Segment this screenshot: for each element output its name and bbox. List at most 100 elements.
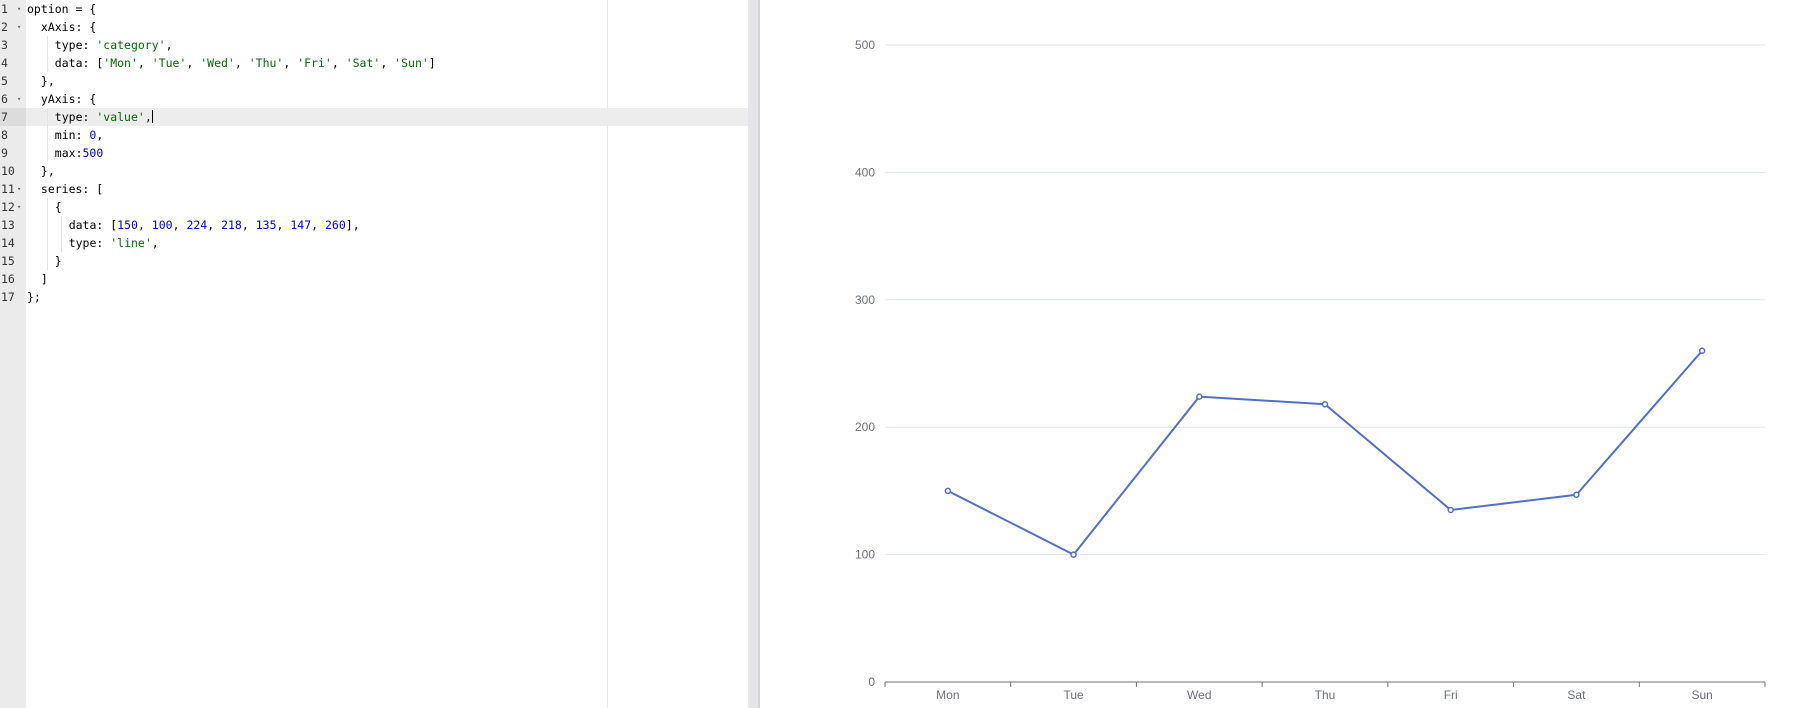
code-number: 135 <box>255 218 277 232</box>
series-line <box>947 350 1703 556</box>
line-number: 16 <box>1 272 15 286</box>
gutter-cell: 12 ▾ <box>0 198 26 216</box>
text-cursor <box>151 110 153 123</box>
code-token: data: [ <box>54 56 104 70</box>
pane-splitter-edge <box>758 0 760 708</box>
fold-toggle-icon[interactable]: ▾ <box>17 5 22 13</box>
fold-toggle-icon[interactable]: ▾ <box>17 95 22 103</box>
code-token: ] <box>428 56 436 70</box>
code-text: min: 0, <box>55 126 104 144</box>
code-line-16[interactable]: 16] <box>0 270 748 288</box>
code-line-7[interactable]: 7 type: 'value', <box>0 108 748 126</box>
code-line-13[interactable]: 13 data: [150, 100, 224, 218, 135, 147, 2… <box>0 216 748 234</box>
code-token: series: [ <box>40 182 104 196</box>
code-line-2[interactable]: 2 ▾ xAxis: { <box>0 18 748 36</box>
code-text: xAxis: { <box>41 18 96 36</box>
y-tick-label: 400 <box>855 165 875 179</box>
code-token: option = { <box>27 2 97 16</box>
x-tick-label: Wed <box>1187 688 1211 702</box>
line-number: 4 <box>1 56 8 70</box>
code-editor[interactable]: 1 ▾ option = {2 ▾ xAxis: { 3 type: 'category',… <box>0 0 748 708</box>
code-token: , <box>186 56 201 70</box>
line-number: 7 <box>1 110 8 124</box>
code-token: yAxis: { <box>40 92 97 106</box>
code-line-9[interactable]: 9 max:500 <box>0 144 748 162</box>
fold-toggle-icon[interactable]: ▾ <box>17 203 22 211</box>
data-point[interactable] <box>1573 491 1580 498</box>
code-line-3[interactable]: 3 type: 'category', <box>0 36 748 54</box>
code-token: { <box>54 200 62 214</box>
x-tick-label: Sat <box>1567 688 1586 702</box>
fold-toggle-icon[interactable]: ▾ <box>17 185 22 193</box>
code-token: , <box>144 110 152 124</box>
code-line-6[interactable]: 6 ▾ yAxis: { <box>0 90 748 108</box>
data-point[interactable] <box>1447 506 1454 514</box>
gutter-cell: 17 <box>0 288 26 306</box>
x-tick-label: Mon <box>936 688 959 702</box>
line-number: 14 <box>1 236 15 250</box>
code-token: , <box>234 56 249 70</box>
code-text: data: ['Mon', 'Tue', 'Wed', 'Thu', 'Fri'… <box>55 54 436 72</box>
pane-splitter[interactable] <box>748 0 760 708</box>
code-line-10[interactable]: 10}, <box>0 162 748 180</box>
code-line-12[interactable]: 12 ▾ { <box>0 198 748 216</box>
code-line-4[interactable]: 4 data: ['Mon', 'Tue', 'Wed', 'Thu', 'Fri… <box>0 54 748 72</box>
code-token: , <box>331 56 346 70</box>
code-text: } <box>55 252 62 270</box>
data-point[interactable] <box>1070 551 1077 558</box>
code-line-14[interactable]: 14 type: 'line', <box>0 234 748 252</box>
line-number: 17 <box>1 290 15 304</box>
code-text: data: [150, 100, 224, 218, 135, 147, 260… <box>69 216 360 234</box>
code-lines[interactable]: 1 ▾ option = {2 ▾ xAxis: { 3 type: 'category',… <box>0 0 748 306</box>
code-token: , <box>172 218 187 232</box>
code-text: ] <box>41 270 48 288</box>
code-line-17[interactable]: 17}; <box>0 288 748 306</box>
data-point[interactable] <box>944 487 952 495</box>
indent-guide <box>46 234 48 252</box>
code-number: 500 <box>82 146 104 160</box>
gutter-cell: 7 <box>0 108 26 126</box>
code-token: data: [ <box>68 218 118 232</box>
gutter-cell: 5 <box>0 72 26 90</box>
gutter-cell: 3 <box>0 36 26 54</box>
code-token: , <box>380 56 395 70</box>
code-string: 'Fri' <box>297 56 332 70</box>
code-number: 150 <box>117 218 138 232</box>
code-line-1[interactable]: 1 ▾ option = { <box>0 0 748 18</box>
y-tick-label: 500 <box>855 38 875 52</box>
code-text: type: 'category', <box>55 36 173 54</box>
code-string: 'Tue' <box>151 56 187 70</box>
data-point[interactable] <box>1321 401 1329 408</box>
code-token: , <box>311 218 325 232</box>
code-line-11[interactable]: 11 ▾ series: [ <box>0 180 748 198</box>
code-token: xAxis: { <box>40 20 97 34</box>
code-token: , <box>207 218 222 232</box>
gutter-cell: 8 <box>0 126 26 144</box>
indent-guide <box>46 108 48 126</box>
gutter-cell: 13 <box>0 216 26 234</box>
code-number: 218 <box>221 218 242 232</box>
gutter-cell: 10 <box>0 162 26 180</box>
code-line-15[interactable]: 15} <box>0 252 748 270</box>
code-text: type: 'line', <box>69 234 159 252</box>
chart-preview-pane: 0 100 200 300 400 500 Mon Tue Wed Thu Fri Sat Sun <box>760 0 1794 708</box>
line-number: 9 <box>1 146 8 160</box>
code-line-8[interactable]: 8 min: 0, <box>0 126 748 144</box>
data-point[interactable] <box>1196 393 1203 400</box>
line-number: 13 <box>1 218 15 232</box>
indent-guide <box>60 216 62 234</box>
data-point[interactable] <box>1698 347 1706 355</box>
code-number: 0 <box>89 128 97 142</box>
line-number: 1 <box>1 2 8 16</box>
gutter-cell: 4 <box>0 54 26 72</box>
code-line-5[interactable]: 5}, <box>0 72 748 90</box>
gutter-cell: 2 ▾ <box>0 18 26 36</box>
gutter-cell: 11 ▾ <box>0 180 26 198</box>
code-token: , <box>137 218 152 232</box>
code-token: , <box>96 128 104 142</box>
indent-guide <box>60 234 62 252</box>
code-token: } <box>54 254 62 268</box>
indent-guide <box>46 198 48 216</box>
fold-toggle-icon[interactable]: ▾ <box>17 23 22 31</box>
y-tick-label: 100 <box>855 548 875 562</box>
